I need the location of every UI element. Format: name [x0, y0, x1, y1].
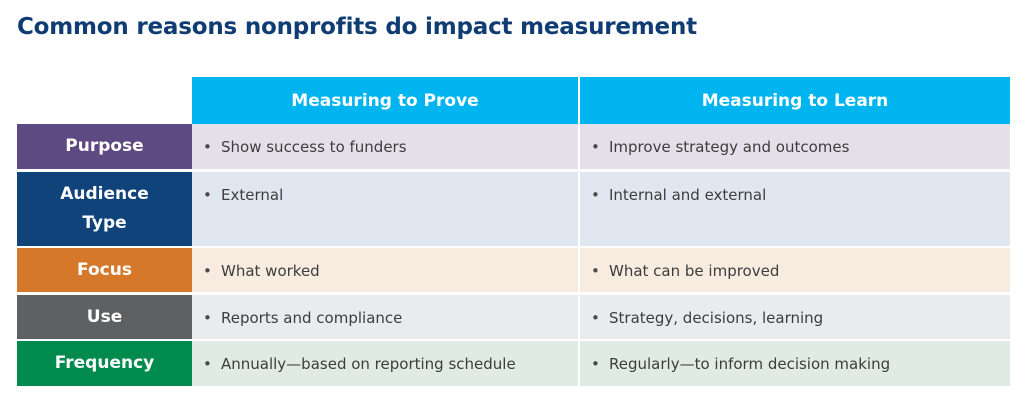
table-row-frequency: Frequency • Annually—based on reporting s… — [17, 341, 1010, 386]
bullet-icon: • — [203, 355, 212, 373]
table-row-audience-type: Audience Type • External • Internal and ex… — [17, 172, 1010, 246]
table-row-purpose: Purpose • Show success to funders • Improv… — [17, 124, 1010, 169]
bullet-icon: • — [591, 262, 600, 280]
row-label: Focus — [17, 248, 192, 292]
cell-text: Strategy, decisions, learning — [609, 309, 824, 327]
cell-text: Annually—based on reporting schedule — [221, 355, 516, 373]
column-header-learn: Measuring to Learn — [580, 77, 1010, 124]
table-row-focus: Focus • What worked • What can be improved — [17, 248, 1010, 292]
cell-learn: • Regularly—to inform decision making — [580, 341, 1010, 386]
bullet-icon: • — [203, 138, 212, 156]
cell-text: Reports and compliance — [221, 309, 403, 327]
bullet-icon: • — [203, 309, 212, 327]
cell-text: What can be improved — [609, 262, 780, 280]
cell-prove: • Reports and compliance — [192, 295, 578, 339]
cell-prove: • What worked — [192, 248, 578, 292]
row-label: Purpose — [17, 124, 192, 169]
cell-text: Show success to funders — [221, 138, 407, 156]
bullet-icon: • — [591, 355, 600, 373]
bullet-icon: • — [203, 186, 212, 204]
cell-text: Improve strategy and outcomes — [609, 138, 850, 156]
cell-text: Regularly—to inform decision making — [609, 355, 891, 373]
page-title: Common reasons nonprofits do impact meas… — [17, 14, 697, 40]
bullet-icon: • — [591, 186, 600, 204]
cell-prove: • Show success to funders — [192, 124, 578, 169]
bullet-icon: • — [591, 309, 600, 327]
cell-learn: • Improve strategy and outcomes — [580, 124, 1010, 169]
cell-text: Internal and external — [609, 186, 767, 204]
cell-text: External — [221, 186, 284, 204]
table-row-use: Use • Reports and compliance • Strategy, d… — [17, 295, 1010, 339]
cell-learn: • Strategy, decisions, learning — [580, 295, 1010, 339]
row-label: Use — [17, 295, 192, 339]
column-header-prove: Measuring to Prove — [192, 77, 578, 124]
cell-learn: • Internal and external — [580, 172, 1010, 246]
cell-prove: • Annually—based on reporting schedule — [192, 341, 578, 386]
bullet-icon: • — [591, 138, 600, 156]
cell-learn: • What can be improved — [580, 248, 1010, 292]
row-label: Audience Type — [17, 172, 192, 246]
bullet-icon: • — [203, 262, 212, 280]
cell-text: What worked — [221, 262, 320, 280]
cell-prove: • External — [192, 172, 578, 246]
row-label: Frequency — [17, 341, 192, 386]
